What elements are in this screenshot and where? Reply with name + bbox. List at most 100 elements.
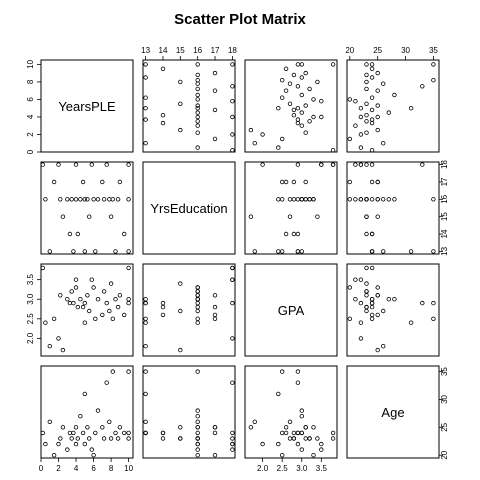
data-point xyxy=(82,441,87,447)
data-point xyxy=(291,436,297,441)
y-tick-label-age: 20 xyxy=(440,450,449,459)
data-point xyxy=(101,197,107,202)
data-point xyxy=(283,66,289,71)
data-point xyxy=(178,436,183,441)
diagonal-label-gpa: GPA xyxy=(278,303,305,318)
data-point xyxy=(143,369,148,374)
data-point xyxy=(108,436,114,441)
data-point xyxy=(319,441,324,447)
data-point xyxy=(375,312,380,318)
y-tick-label-age: 30 xyxy=(440,394,449,403)
data-point xyxy=(420,300,425,306)
data-point xyxy=(369,179,375,185)
data-point xyxy=(195,316,200,321)
data-point xyxy=(113,297,118,302)
data-point xyxy=(369,316,375,321)
data-point xyxy=(108,281,114,286)
data-point xyxy=(252,419,257,424)
data-point xyxy=(212,107,218,113)
x-tick-label-age: 35 xyxy=(429,46,438,55)
data-point xyxy=(126,436,131,441)
data-point xyxy=(299,110,304,115)
data-point xyxy=(212,312,218,318)
data-point xyxy=(369,66,375,71)
data-point xyxy=(307,436,312,441)
data-point xyxy=(369,197,375,202)
data-point xyxy=(143,297,148,302)
data-point xyxy=(230,84,235,89)
data-point xyxy=(195,297,200,302)
data-point xyxy=(276,249,281,254)
panel-border xyxy=(40,59,134,153)
data-point xyxy=(230,380,235,385)
data-point xyxy=(195,103,200,108)
data-point xyxy=(431,249,436,254)
data-point xyxy=(143,140,148,146)
data-point xyxy=(58,436,63,441)
data-point xyxy=(195,408,200,413)
data-point xyxy=(143,117,148,122)
data-point xyxy=(178,347,183,353)
data-point xyxy=(86,214,92,219)
data-point xyxy=(51,316,57,321)
data-point xyxy=(230,300,235,306)
data-point xyxy=(375,179,380,185)
data-point xyxy=(287,214,293,219)
data-point xyxy=(212,453,218,458)
data-point xyxy=(47,344,52,349)
data-point xyxy=(121,430,127,436)
y-tick-label-yrseducation: 13 xyxy=(440,246,449,255)
data-point xyxy=(71,249,76,254)
data-point xyxy=(295,117,301,122)
data-point xyxy=(283,179,289,185)
data-point xyxy=(295,231,301,237)
data-point xyxy=(299,414,304,419)
data-point xyxy=(160,430,166,436)
data-point xyxy=(295,162,301,167)
data-point xyxy=(58,293,63,298)
data-point xyxy=(60,214,66,219)
data-point xyxy=(160,304,166,310)
data-point xyxy=(195,110,200,115)
data-point xyxy=(303,130,308,135)
y-tick-label-yrseducation: 17 xyxy=(440,177,449,186)
data-point xyxy=(358,197,364,202)
data-point xyxy=(381,197,386,202)
data-point xyxy=(73,285,79,290)
data-point xyxy=(291,107,297,113)
data-point xyxy=(375,88,380,93)
data-point xyxy=(86,436,92,441)
x-tick-label-yrseducation: 16 xyxy=(193,46,202,55)
data-point xyxy=(91,453,96,458)
data-point xyxy=(353,197,358,202)
data-point xyxy=(230,147,235,153)
data-point xyxy=(160,300,166,306)
data-point xyxy=(319,447,324,452)
data-point xyxy=(43,441,48,447)
data-point xyxy=(195,62,200,67)
data-point xyxy=(47,419,52,424)
y-tick-label-yearsple: 10 xyxy=(26,59,35,68)
data-point xyxy=(311,197,316,202)
data-point xyxy=(40,430,45,436)
data-point xyxy=(212,88,218,93)
diagonal-label-age: Age xyxy=(381,405,404,420)
data-point xyxy=(295,249,301,254)
x-tick-label-yearsple: 0 xyxy=(39,464,44,473)
data-point xyxy=(276,197,281,202)
data-point xyxy=(364,304,369,310)
data-point xyxy=(291,72,297,78)
data-point xyxy=(364,231,369,237)
data-point xyxy=(364,112,369,118)
data-point xyxy=(353,98,358,104)
data-point xyxy=(287,81,293,86)
data-point xyxy=(252,140,257,146)
data-point xyxy=(78,297,83,302)
data-point xyxy=(431,62,436,67)
data-point xyxy=(295,430,301,436)
data-point xyxy=(364,293,369,298)
data-point xyxy=(353,162,358,167)
data-point xyxy=(113,430,118,436)
data-point xyxy=(369,297,375,302)
